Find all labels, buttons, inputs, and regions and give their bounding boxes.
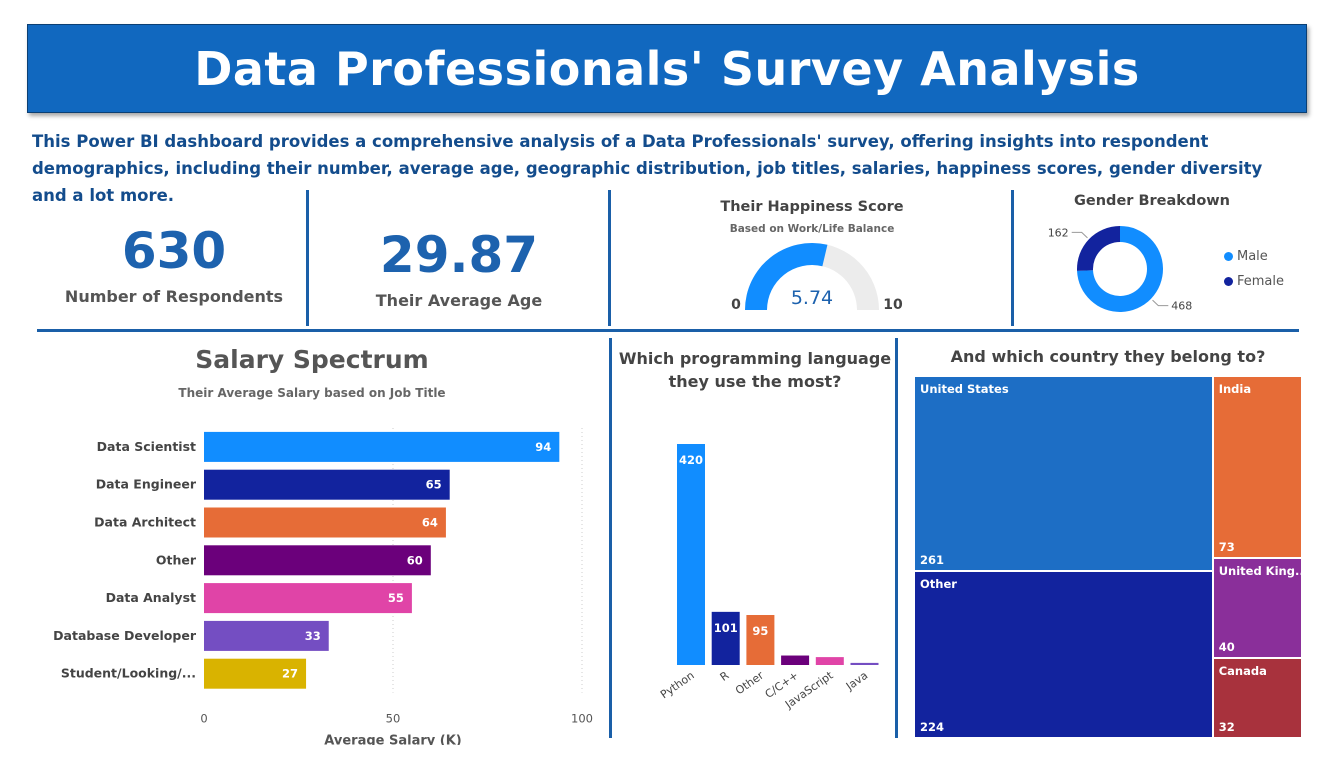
language-title-line2: they use the most? [668,372,842,391]
treemap-country-label: United States [920,382,1009,396]
treemap-value-label: 224 [920,719,945,734]
donut-slice-female [1077,226,1120,271]
salary-value-label: 64 [422,516,438,530]
language-category-label: Java [843,669,870,694]
salary-value-label: 65 [426,478,442,492]
gender-title: Gender Breakdown [1074,193,1230,209]
treemap-country-label: India [1218,382,1252,396]
language-bar [711,611,740,665]
language-bar [677,444,705,665]
salary-bar-chart: Data Scientist 94 Data Engineer 65 Data Arch… [53,428,593,745]
salary-category-label: Database Developer [53,628,197,643]
average-age-label: Their Average Age [375,291,543,310]
donut-leader-line [1152,299,1169,307]
salary-bar [204,431,560,462]
legend-male-label: Male [1237,249,1268,264]
treemap-country-label: Canada [1218,664,1267,679]
language-bar [850,662,879,665]
divider [895,338,898,738]
salary-subtitle: Their Average Salary based on Job Title [178,386,446,400]
salary-bar [204,545,431,576]
salary-title: Salary Spectrum [195,345,429,374]
treemap-cell: United States 261 [914,376,1213,571]
treemap-cell: Canada 32 [1212,658,1302,738]
language-bar [815,657,844,665]
happiness-title: Their Happiness Score [720,199,904,215]
gauge-value-label: 5.74 [791,287,833,309]
donut-label-male: 468 [1171,300,1192,313]
language-category-label: Python [658,669,697,702]
salary-x-tick: 0 [200,712,207,726]
salary-value-label: 33 [305,629,321,643]
salary-bar [204,469,450,500]
page-title: Data Professionals' Survey Analysis [194,41,1140,96]
language-title-line1: Which programming language [618,349,892,368]
salary-category-label: Data Analyst [106,590,196,605]
donut-label-female: 162 [1048,226,1069,239]
salary-category-label: Student/Looking/... [61,666,196,681]
donut-leader-line [1071,231,1088,239]
country-treemap: United States 261 Other 224 India 73 United Ki… [914,376,1308,738]
salary-bar [204,583,412,614]
legend-male: Male [1224,249,1268,264]
donut-slice-male [1077,226,1163,312]
dashboard-description: This Power BI dashboard provides a compr… [32,132,1263,205]
title-banner: Data Professionals' Survey Analysis [27,24,1307,113]
language-bar [781,655,810,665]
treemap-cell: United King... 40 [1212,558,1308,659]
legend-female-label: Female [1237,274,1285,289]
salary-category-label: Data Scientist [97,439,196,454]
salary-value-label: 94 [535,440,551,454]
treemap-value-label: 32 [1218,719,1235,734]
gauge-max-label: 10 [883,297,903,313]
salary-bar [204,658,307,689]
treemap-value-label: 73 [1218,540,1235,555]
treemap-value-label: 261 [920,552,945,567]
country-title: And which country they belong to? [950,347,1266,366]
treemap-country-label: Other [920,576,957,591]
gauge-fill [745,243,828,310]
happiness-gauge: 0 10 5.74 [731,243,903,313]
divider [608,190,611,326]
language-value-label: 95 [752,624,768,638]
language-bar [746,615,775,665]
language-category-label: Other [733,669,766,698]
salary-bar [204,620,329,651]
treemap-country-label: United King... [1218,564,1309,579]
salary-value-label: 27 [282,667,298,681]
language-value-label: 420 [679,453,703,467]
salary-category-label: Other [156,552,197,567]
treemap-cell: India 73 [1212,376,1302,559]
salary-value-label: 60 [407,553,423,567]
treemap-value-label: 40 [1218,640,1235,655]
salary-x-tick: 50 [386,712,401,726]
happiness-subtitle: Based on Work/Life Balance [729,223,895,235]
salary-x-axis-label: Average Salary (K) [324,734,461,745]
female-dot [1224,277,1233,286]
divider [306,190,309,326]
gender-donut: 468 162 [1048,226,1192,313]
salary-bar [204,507,446,538]
divider [37,329,1299,332]
legend-female: Female [1224,274,1284,289]
salary-x-tick: 100 [571,712,593,726]
divider [609,338,612,738]
divider [1011,190,1014,326]
language-category-label: R [718,669,732,684]
gauge-min-label: 0 [731,297,741,313]
language-title: Which programming language they use the … [614,347,896,393]
respondents-label: Number of Respondents [64,287,284,306]
respondents-value: 630 [121,222,227,280]
salary-category-label: Data Architect [94,515,196,530]
salary-category-label: Data Engineer [96,477,197,492]
salary-value-label: 55 [388,591,404,605]
male-dot [1224,252,1233,261]
treemap-cell: Other 224 [914,570,1213,738]
average-age-value: 29.87 [379,226,539,284]
language-value-label: 101 [714,621,738,635]
